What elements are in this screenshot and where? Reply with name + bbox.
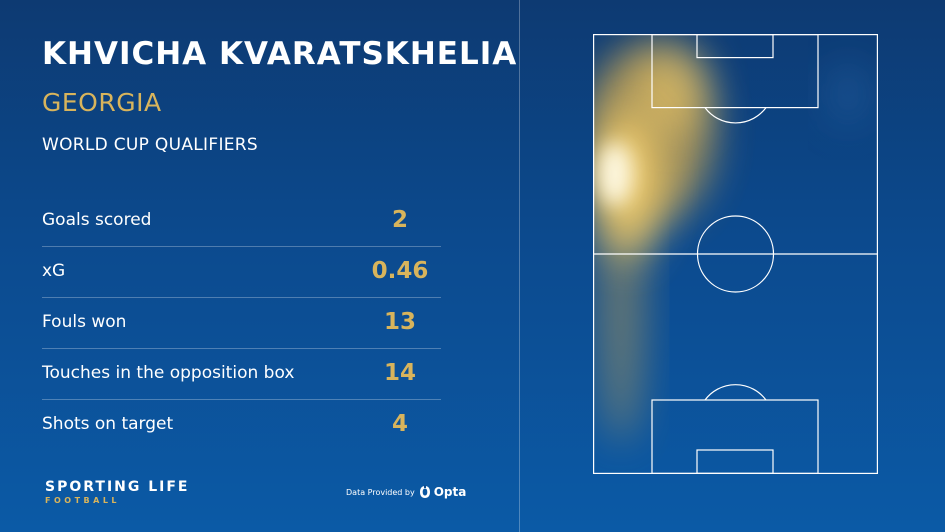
pitch-heatmap xyxy=(593,34,878,474)
stat-value: 13 xyxy=(383,309,416,335)
brand-logo: SPORTING LIFE FOOTBALL xyxy=(45,479,190,505)
bottom-six-yard-box xyxy=(696,449,774,474)
stat-value: 14 xyxy=(383,360,416,386)
stat-label: Goals scored xyxy=(42,210,152,230)
top-six-yard-box xyxy=(696,34,774,59)
credit-provider: Opta xyxy=(433,485,467,499)
stat-label: Shots on target xyxy=(42,414,174,434)
stats-table: Goals scored 2 xG 0.46 Fouls won 13 Touc… xyxy=(42,196,441,450)
centre-circle xyxy=(696,215,775,293)
opta-logo-icon xyxy=(419,485,430,498)
heat-zone-hotspot xyxy=(597,142,633,206)
heat-zone-right-faint xyxy=(830,64,866,124)
stat-label: Touches in the opposition box xyxy=(42,363,295,383)
brand-section: FOOTBALL xyxy=(45,496,121,505)
bottom-penalty-box xyxy=(651,399,819,474)
top-penalty-arc xyxy=(704,107,767,124)
pitch-svg xyxy=(593,34,878,474)
stat-value: 4 xyxy=(391,411,408,437)
stat-row-box-touches: Touches in the opposition box 14 xyxy=(42,349,441,400)
heatmap-layer xyxy=(593,44,866,444)
stat-row-fouls-won: Fouls won 13 xyxy=(42,298,441,349)
stat-row-xg: xG 0.46 xyxy=(42,247,441,298)
player-name: KHVICHA KVARATSKHELIA xyxy=(42,36,518,72)
competition-name: WORLD CUP QUALIFIERS xyxy=(42,135,259,155)
heat-zone-box-left xyxy=(638,44,708,134)
stat-value: 2 xyxy=(391,207,408,233)
bottom-penalty-arc xyxy=(704,384,767,401)
stat-row-goals: Goals scored 2 xyxy=(42,196,441,247)
stat-row-shots-on-target: Shots on target 4 xyxy=(42,400,441,450)
brand-name: SPORTING LIFE xyxy=(45,479,190,495)
panel-divider xyxy=(519,0,520,532)
data-credit: Data Provided by Opta xyxy=(346,485,466,499)
stat-label: xG xyxy=(42,261,66,281)
pitch-markings xyxy=(593,34,878,474)
player-country: GEORGIA xyxy=(42,88,162,117)
stat-label: Fouls won xyxy=(42,312,127,332)
credit-label: Data Provided by xyxy=(346,487,415,497)
stat-value: 0.46 xyxy=(371,258,429,284)
